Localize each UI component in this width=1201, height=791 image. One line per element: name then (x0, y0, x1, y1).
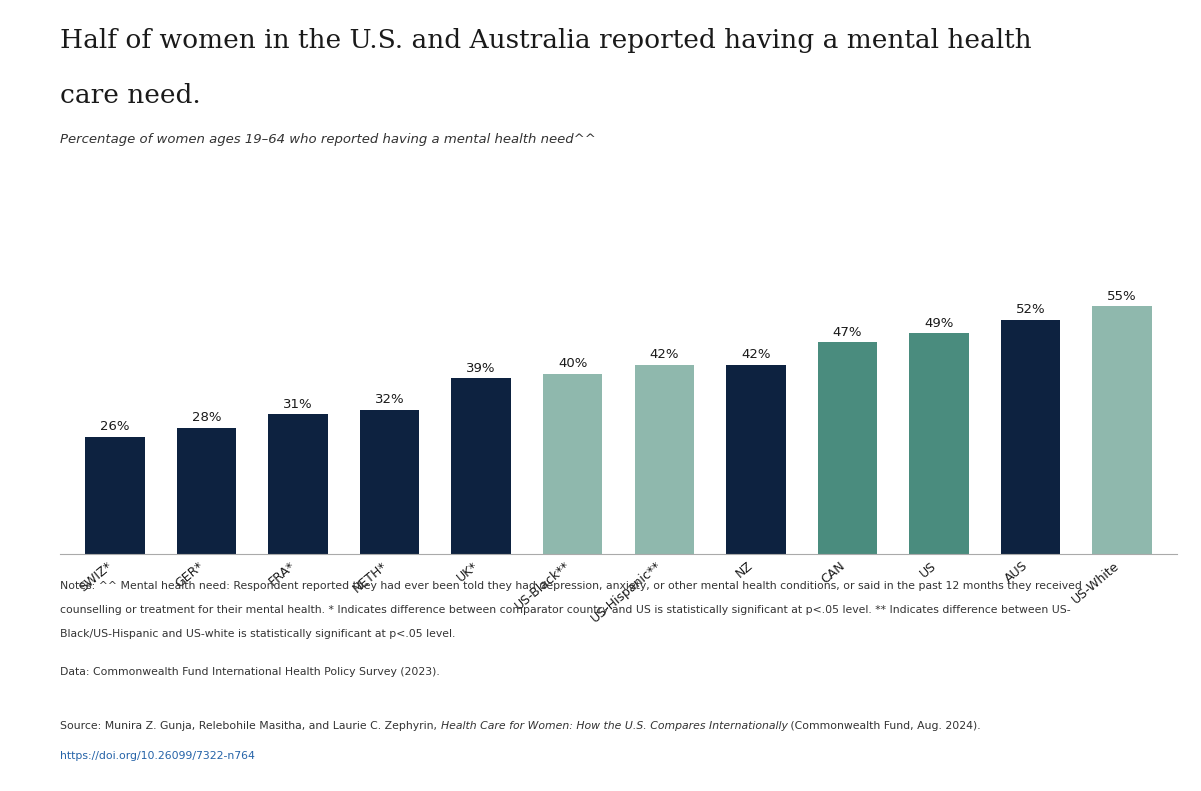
Text: 52%: 52% (1016, 304, 1045, 316)
Text: care need.: care need. (60, 83, 201, 108)
Text: 49%: 49% (925, 317, 954, 330)
Text: 42%: 42% (741, 349, 771, 361)
Bar (85, 437, 145, 554)
Bar (1000, 320, 1060, 554)
Text: 42%: 42% (650, 349, 679, 361)
Text: Percentage of women ages 19–64 who reported having a mental health need^^: Percentage of women ages 19–64 who repor… (60, 133, 596, 146)
Text: Data: Commonwealth Fund International Health Policy Survey (2023).: Data: Commonwealth Fund International He… (60, 667, 440, 677)
Bar (634, 365, 694, 554)
Bar (543, 373, 603, 554)
Bar (360, 410, 419, 554)
Text: Source: Munira Z. Gunja, Relebohile Masitha, and Laurie C. Zephyrin,: Source: Munira Z. Gunja, Relebohile Masi… (60, 721, 441, 731)
Text: 31%: 31% (283, 398, 313, 411)
Bar (818, 342, 877, 554)
Text: 39%: 39% (466, 362, 496, 375)
Text: Health Care for Women: How the U.S. Compares Internationally: Health Care for Women: How the U.S. Comp… (441, 721, 788, 731)
Text: Black/US-Hispanic and US-white is statistically significant at p<.05 level.: Black/US-Hispanic and US-white is statis… (60, 629, 455, 639)
Bar (1092, 306, 1152, 554)
Text: 26%: 26% (100, 421, 130, 433)
Text: 55%: 55% (1107, 290, 1137, 303)
Text: 47%: 47% (832, 326, 862, 339)
Bar (177, 428, 237, 554)
Text: Notes: ^^ Mental health need: Respondent reported they had ever been told they h: Notes: ^^ Mental health need: Respondent… (60, 581, 1082, 592)
Text: (Commonwealth Fund, Aug. 2024).: (Commonwealth Fund, Aug. 2024). (788, 721, 981, 731)
Bar (452, 378, 510, 554)
Bar (727, 365, 785, 554)
Text: 32%: 32% (375, 393, 405, 407)
Text: 28%: 28% (192, 411, 221, 425)
Bar (909, 333, 969, 554)
Text: https://doi.org/10.26099/7322-n764: https://doi.org/10.26099/7322-n764 (60, 751, 255, 761)
Bar (268, 414, 328, 554)
Text: counselling or treatment for their mental health. * Indicates difference between: counselling or treatment for their menta… (60, 605, 1070, 615)
Text: 40%: 40% (558, 358, 587, 370)
Text: Half of women in the U.S. and Australia reported having a mental health: Half of women in the U.S. and Australia … (60, 28, 1032, 53)
